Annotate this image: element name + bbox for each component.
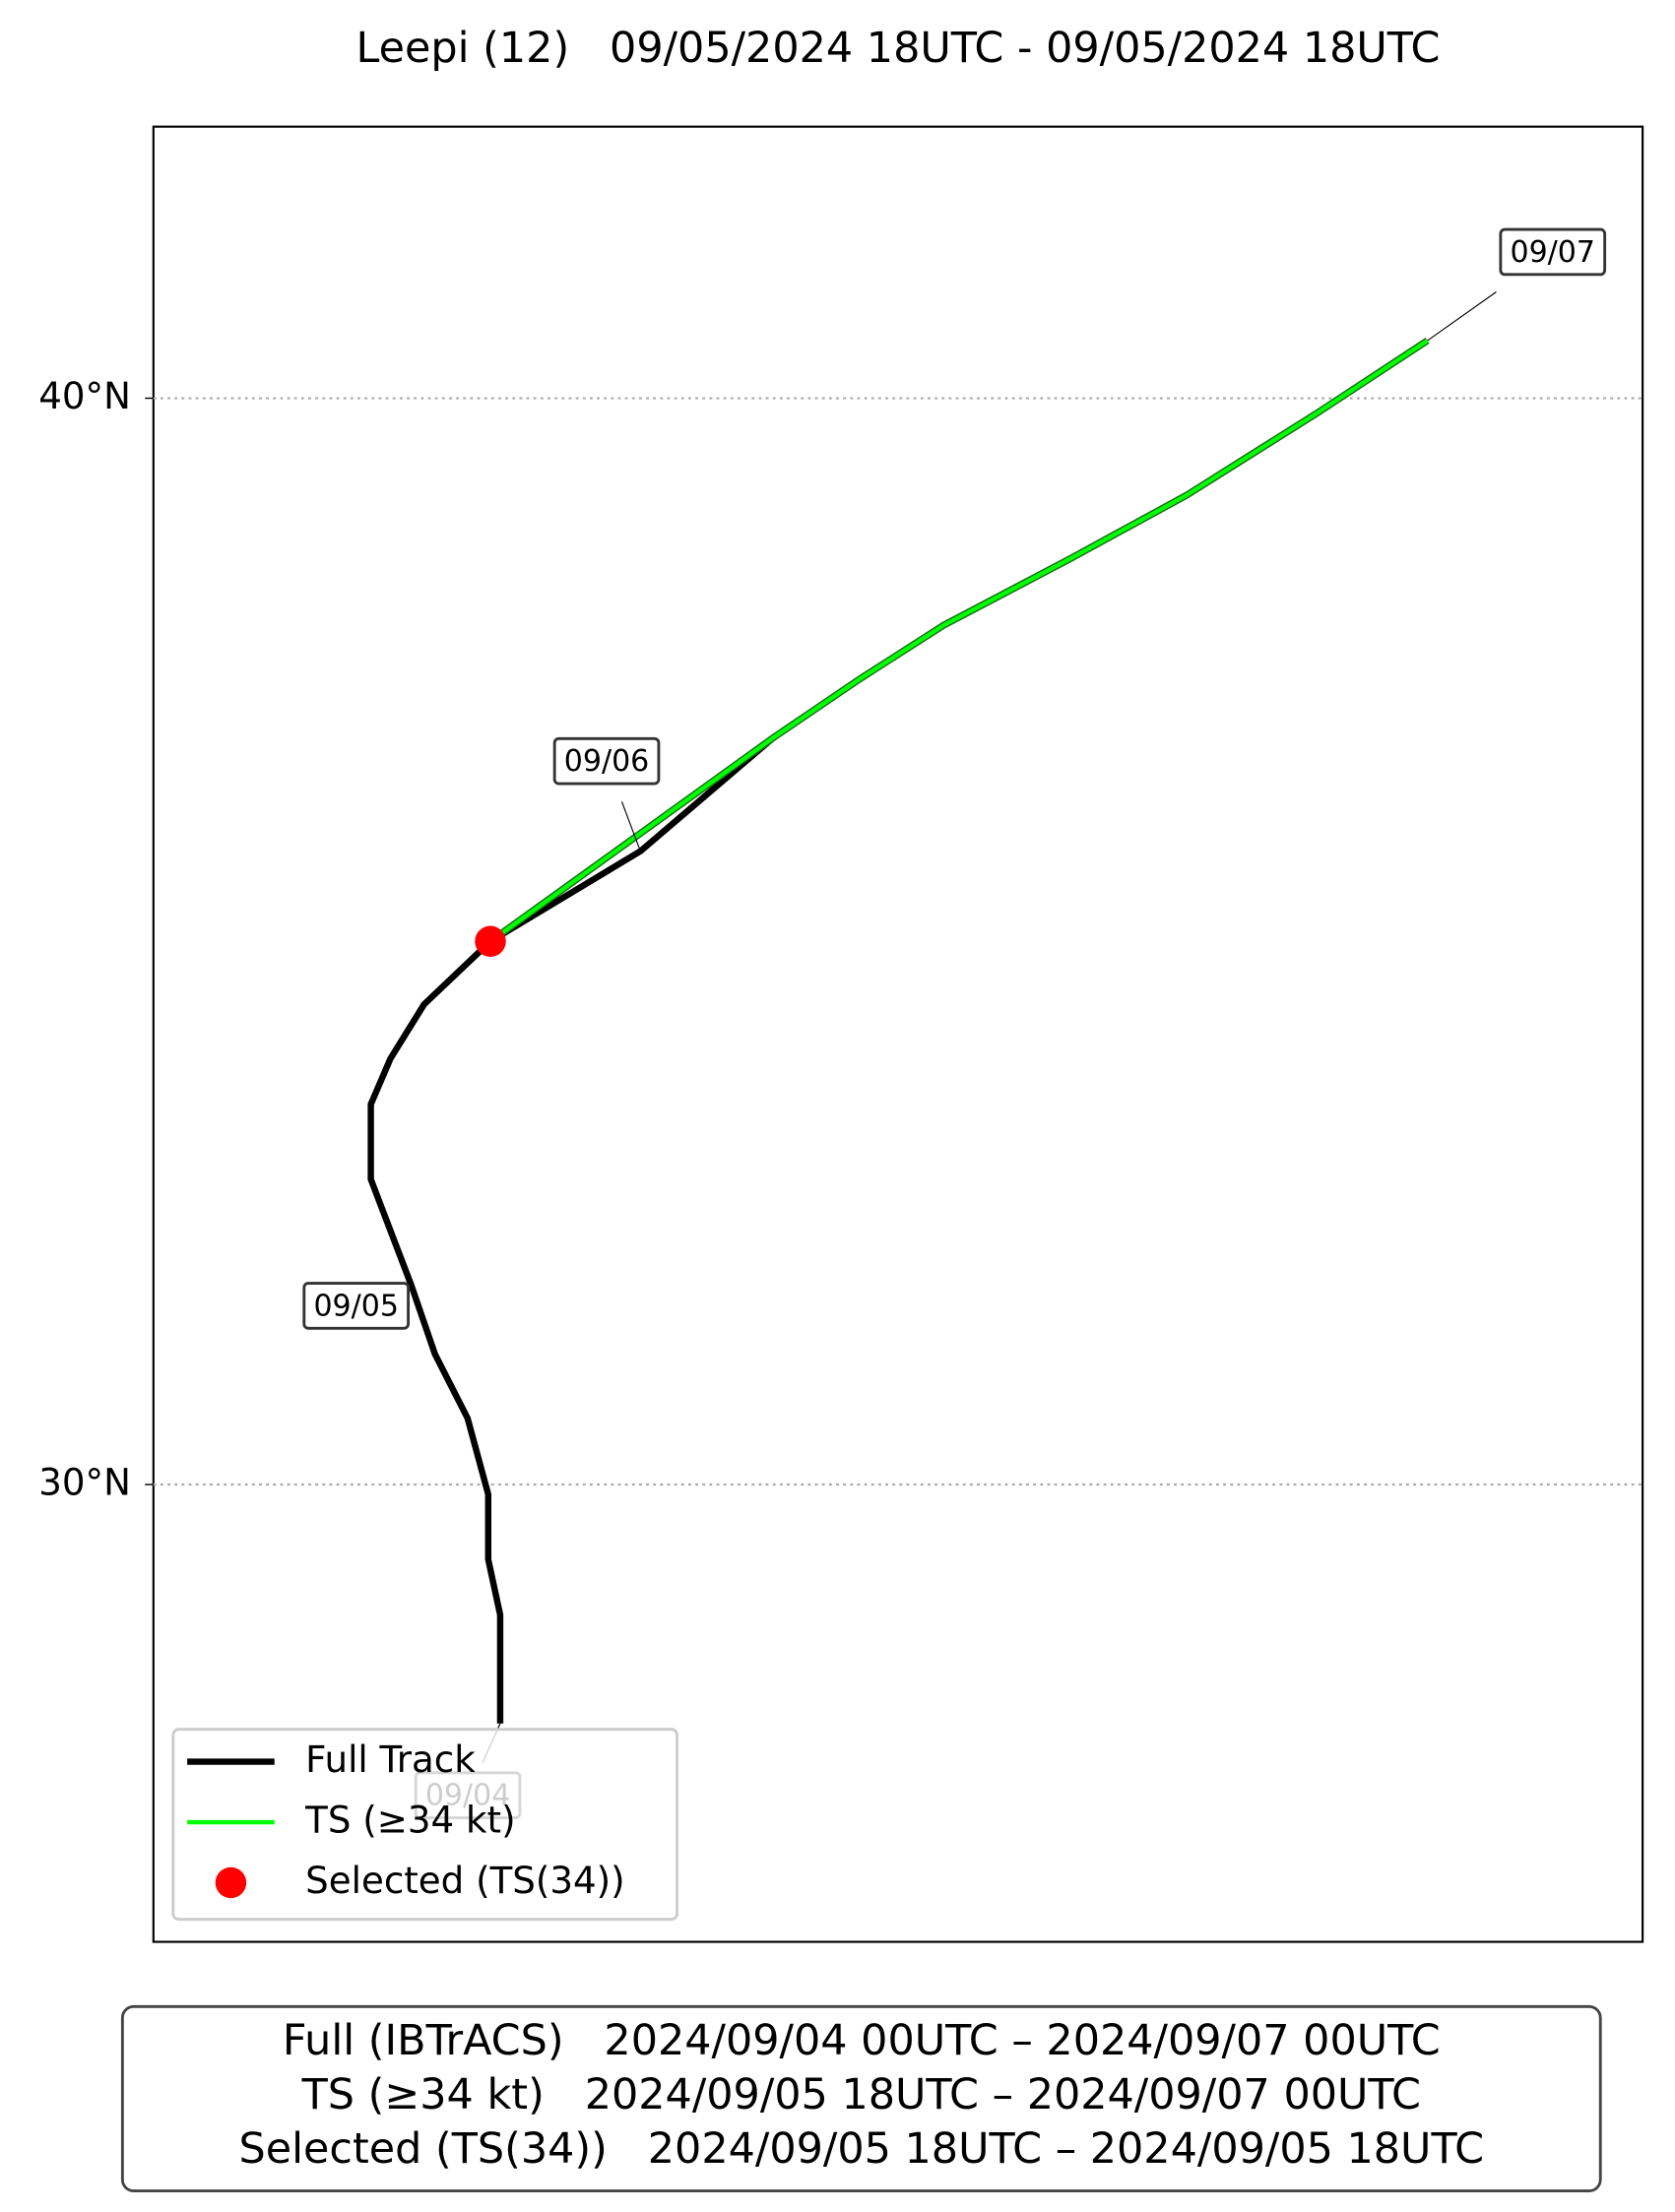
summary-box (120, 2004, 1602, 2192)
annotation-leader (620, 801, 641, 852)
plot-frame (152, 125, 1644, 1943)
track-line (488, 339, 1429, 943)
legend-label: TS (≥34 kt) (304, 1800, 515, 1842)
track-line (367, 338, 1430, 1724)
summary-line: TS (≥34 kt) 2024/09/05 18UTC – 2024/09/0… (301, 2070, 1421, 2119)
summary-line: Full (IBTrACS) 2024/09/04 00UTC – 2024/0… (283, 2016, 1441, 2065)
legend-label: Selected (TS(34)) (305, 1860, 624, 1902)
legend-marker (215, 1866, 247, 1899)
annotation-label: 09/05 (313, 1289, 398, 1323)
y-tick-label: 40°N (38, 375, 131, 417)
annotation-label: 09/06 (564, 744, 649, 779)
annotation-box (552, 736, 661, 786)
annotation-box (1499, 227, 1607, 277)
chart-title: Leepi (12) 09/05/2024 18UTC - 09/05/2024… (356, 24, 1441, 73)
summary-line: Selected (TS(34)) 2024/09/05 18UTC – 202… (239, 2124, 1485, 2174)
annotation-box (302, 1282, 411, 1330)
legend-label: Full Track (305, 1738, 476, 1781)
selected-point (475, 925, 506, 957)
y-tick-label: 30°N (38, 1461, 131, 1503)
legend-box (171, 1728, 678, 1922)
annotation-label: 09/07 (1511, 235, 1595, 270)
annotation-leader (1427, 291, 1497, 342)
